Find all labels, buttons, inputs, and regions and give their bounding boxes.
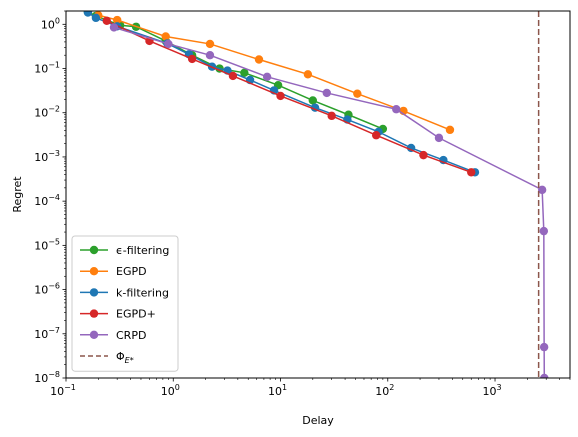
legend-marker-0 [89, 245, 99, 255]
axis-ticks: 10−1 100 101 102 103 10−8 10−7 10−6 10−5 10−4 10−3… [34, 10, 571, 398]
data-point-egpd-0 [102, 16, 111, 26]
legend-label-3: EGPD+ [116, 308, 156, 321]
data-point-crpd-4 [322, 88, 331, 98]
data-point-egpd-5 [303, 70, 313, 79]
plot-frame [65, 10, 571, 379]
x-tick-label-0: 10−1 [50, 383, 76, 398]
y-tick-label-5: 10−3 [34, 149, 60, 164]
data-point-egpd-8 [467, 168, 476, 177]
data-point-k-filtering-1 [91, 13, 101, 23]
data-point-egpd-6 [353, 89, 362, 98]
x-tick-label-1: 100 [161, 383, 180, 398]
legend-marker-3 [89, 309, 99, 318]
data-point-egpd-4 [276, 91, 285, 101]
legend-marker-2 [89, 288, 99, 297]
data-point-egpd-2 [161, 32, 170, 41]
y-tick-label-6: 10−2 [34, 105, 60, 120]
data-point-crpd-8 [539, 226, 549, 236]
x-tick-label-4: 103 [482, 383, 501, 398]
y-tick-label-0: 10−8 [34, 370, 60, 385]
data-point-crpd-2 [205, 51, 215, 60]
data-point-crpd-1 [164, 39, 173, 49]
legend-label-0: ϵ-filtering [116, 244, 169, 257]
legend-item-2: k-filtering [80, 286, 169, 299]
legend-label-2: k-filtering [116, 286, 169, 299]
data-point-crpd-7 [537, 185, 547, 195]
legend-marker-1 [89, 267, 99, 276]
data-point-egpd-8 [445, 125, 455, 135]
data-point-crpd-3 [262, 72, 272, 81]
y-tick-label-8: 100 [41, 16, 60, 31]
x-tick-label-2: 101 [268, 383, 287, 398]
data-point-egpd-7 [419, 150, 428, 160]
data-point-filtering-7 [240, 68, 249, 78]
data-point-egpd-1 [112, 15, 122, 25]
data-point-crpd-0 [109, 23, 119, 32]
y-tick-label-4: 10−4 [34, 193, 60, 208]
y-axis-label: Regret [11, 176, 24, 213]
data-point-crpd-5 [392, 105, 401, 114]
data-point-crpd-9 [539, 342, 549, 352]
legend-item-0: ϵ-filtering [80, 244, 169, 257]
legend-label-1: EGPD [116, 265, 147, 278]
y-tick-label-7: 10−1 [34, 61, 60, 76]
data-point-egpd-5 [327, 111, 336, 121]
legend: ϵ-filtering EGPD k-filtering EGPD+ CRPD ΦE* [71, 235, 179, 372]
data-point-egpd-6 [371, 131, 381, 140]
legend-item-5: ΦE* [80, 350, 134, 365]
x-axis-label: Delay [302, 414, 334, 427]
data-point-filtering-9 [308, 96, 318, 105]
data-point-egpd-3 [205, 39, 215, 49]
data-point-egpd-4 [254, 55, 264, 64]
legend-marker-4 [89, 330, 99, 339]
plot-area [83, 11, 549, 378]
y-tick-label-2: 10−6 [34, 282, 60, 297]
legend-frame [71, 235, 179, 372]
data-point-k-filtering-0 [83, 11, 93, 17]
data-point-egpd-3 [228, 71, 238, 81]
legend-label-4: CRPD [116, 329, 146, 342]
y-tick-label-3: 10−5 [34, 237, 60, 252]
data-point-egpd-2 [187, 54, 197, 64]
legend-label-5: ΦE* [116, 350, 134, 365]
data-point-crpd-6 [434, 133, 444, 143]
data-point-crpd-10 [540, 373, 549, 378]
legend-item-1: EGPD [80, 265, 147, 278]
x-tick-label-3: 102 [375, 383, 394, 398]
legend-item-4: CRPD [80, 329, 146, 342]
y-tick-label-1: 10−7 [34, 326, 60, 341]
legend-item-3: EGPD+ [80, 308, 156, 321]
